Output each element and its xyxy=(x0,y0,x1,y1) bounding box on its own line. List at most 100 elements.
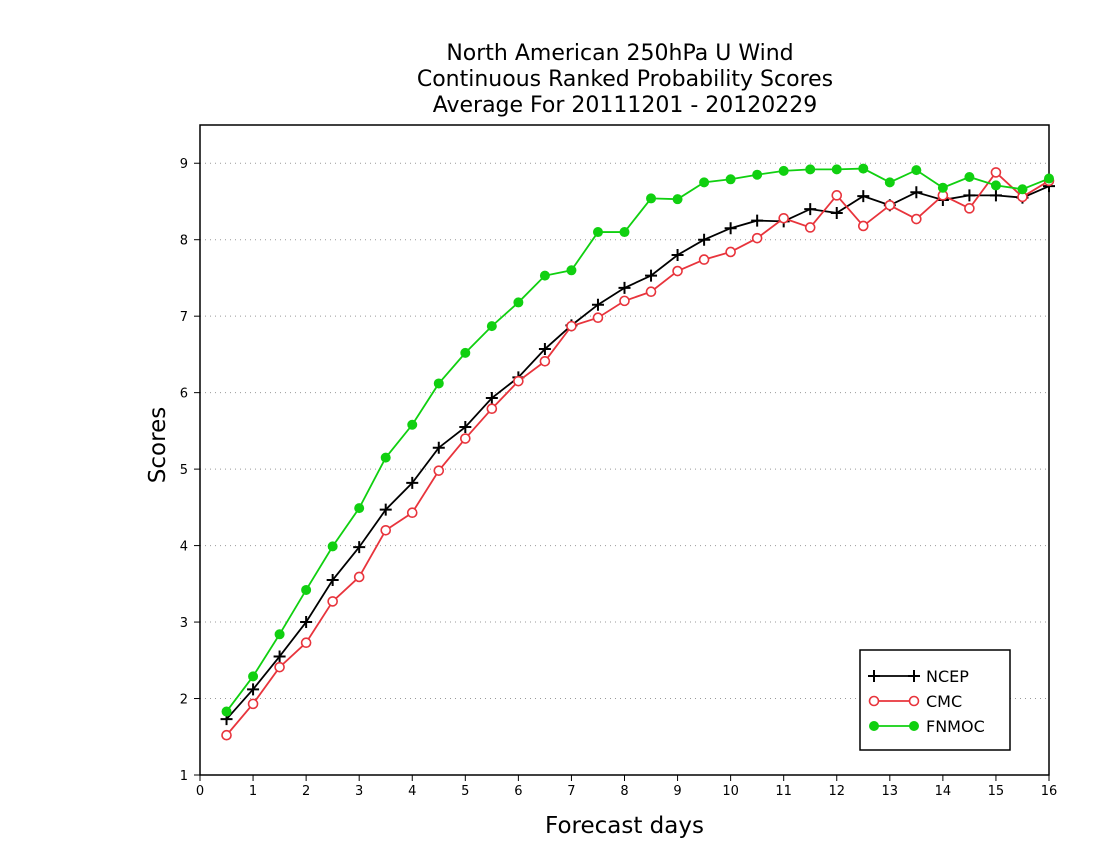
point-fnmoc-3 xyxy=(301,584,312,595)
point-fnmoc-11 xyxy=(513,297,524,308)
x-tick-label-3: 3 xyxy=(355,784,363,799)
point-fnmoc-19 xyxy=(725,174,736,185)
x-tick-label-2: 2 xyxy=(302,784,310,799)
point-fnmoc-15 xyxy=(619,227,630,238)
legend-item-cmc: CMC xyxy=(868,692,962,711)
point-fnmoc-27 xyxy=(937,182,948,193)
x-tick-label-6: 6 xyxy=(514,784,522,799)
series-cmc xyxy=(221,167,1055,741)
series-line-ncep xyxy=(225,185,1050,720)
legend-marker-start-fnmoc xyxy=(869,721,879,731)
point-ncep-24 xyxy=(857,190,870,203)
point-cmc-14 xyxy=(592,312,604,324)
series-line-fnmoc xyxy=(225,167,1050,713)
point-fnmoc-4 xyxy=(327,541,338,552)
chart-title-line-3: Average For 20111201 - 20120229 xyxy=(433,93,818,118)
point-ncep-19 xyxy=(724,222,737,235)
point-fnmoc-5 xyxy=(354,503,365,514)
point-cmc-21 xyxy=(778,212,789,224)
chart-title-line-1: North American 250hPa U Wind xyxy=(446,41,793,66)
point-cmc-1 xyxy=(247,698,259,710)
x-axis-label: Forecast days xyxy=(545,813,704,839)
point-fnmoc-13 xyxy=(566,265,577,276)
series-ncep xyxy=(220,180,1055,726)
x-tick-label-11: 11 xyxy=(775,784,792,799)
x-axis: 0 1 2 3 4 5 6 7 8 9 10 11 12 13 14 15 16 xyxy=(196,775,1057,799)
legend-marker-start-cmc xyxy=(868,695,880,707)
y-axis-label: Scores xyxy=(145,407,171,483)
y-tick-label-7: 8 xyxy=(180,234,188,249)
point-ncep-9 xyxy=(459,421,472,434)
x-tick-label-13: 13 xyxy=(882,784,899,799)
y-tick-label-8: 9 xyxy=(180,157,188,172)
point-cmc-11 xyxy=(513,375,524,387)
y-tick-label-0: 1 xyxy=(180,769,188,784)
y-tick-label-5: 6 xyxy=(180,387,188,402)
point-ncep-8 xyxy=(432,441,445,454)
point-cmc-25 xyxy=(884,199,896,211)
point-fnmoc-29 xyxy=(990,180,1001,191)
point-fnmoc-26 xyxy=(911,165,922,176)
legend-item-ncep: NCEP xyxy=(868,667,969,686)
point-cmc-24 xyxy=(857,220,869,232)
point-cmc-0 xyxy=(221,729,232,741)
point-ncep-23 xyxy=(830,206,843,219)
x-tick-label-8: 8 xyxy=(620,784,628,799)
point-cmc-28 xyxy=(964,203,975,214)
legend-label-fnmoc: FNMOC xyxy=(926,717,985,736)
point-cmc-4 xyxy=(327,596,338,607)
point-fnmoc-23 xyxy=(831,164,842,175)
point-cmc-23 xyxy=(831,190,843,201)
point-cmc-8 xyxy=(433,465,445,476)
x-tick-label-12: 12 xyxy=(828,784,845,799)
chart-title: North American 250hPa U Wind Continuous … xyxy=(417,41,833,118)
point-fnmoc-0 xyxy=(221,706,232,717)
legend-label-ncep: NCEP xyxy=(926,667,969,686)
point-ncep-22 xyxy=(804,203,817,216)
series-layer xyxy=(220,163,1055,741)
legend-item-fnmoc: FNMOC xyxy=(869,717,985,736)
x-tick-label-9: 9 xyxy=(673,784,681,799)
point-fnmoc-12 xyxy=(539,270,550,281)
point-cmc-10 xyxy=(486,403,498,415)
point-fnmoc-1 xyxy=(248,671,259,682)
point-fnmoc-24 xyxy=(858,163,869,174)
point-ncep-20 xyxy=(751,214,764,227)
series-fnmoc xyxy=(221,163,1054,717)
x-tick-label-15: 15 xyxy=(988,784,1005,799)
point-ncep-2 xyxy=(273,650,286,663)
point-fnmoc-31 xyxy=(1044,173,1054,184)
point-ncep-10 xyxy=(485,392,498,404)
point-ncep-17 xyxy=(671,249,684,261)
point-ncep-29 xyxy=(989,189,1002,202)
point-cmc-26 xyxy=(911,213,922,225)
point-fnmoc-10 xyxy=(486,321,497,332)
point-ncep-6 xyxy=(379,503,392,516)
point-ncep-28 xyxy=(963,189,976,202)
point-cmc-6 xyxy=(380,524,392,536)
y-tick-label-3: 4 xyxy=(180,540,188,555)
point-fnmoc-8 xyxy=(433,378,444,389)
point-ncep-15 xyxy=(618,281,631,294)
point-cmc-29 xyxy=(990,167,1002,178)
point-fnmoc-21 xyxy=(778,165,789,176)
point-cmc-16 xyxy=(645,286,657,298)
point-cmc-12 xyxy=(539,355,551,367)
legend: NCEP CMC FNMOC xyxy=(859,649,1011,751)
point-fnmoc-16 xyxy=(646,193,657,204)
point-fnmoc-30 xyxy=(1017,184,1028,195)
point-cmc-17 xyxy=(672,265,683,277)
chart-title-line-2: Continuous Ranked Probability Scores xyxy=(417,67,833,92)
point-ncep-3 xyxy=(300,616,313,629)
point-ncep-18 xyxy=(698,233,711,246)
legend-marker-end-fnmoc xyxy=(909,721,919,731)
point-fnmoc-17 xyxy=(672,194,683,205)
x-tick-label-14: 14 xyxy=(935,784,952,799)
x-tick-label-1: 1 xyxy=(249,784,257,799)
point-cmc-18 xyxy=(698,254,710,265)
x-tick-label-5: 5 xyxy=(461,784,469,799)
point-ncep-4 xyxy=(326,574,339,586)
point-cmc-2 xyxy=(274,661,285,673)
legend-box xyxy=(859,649,1011,751)
